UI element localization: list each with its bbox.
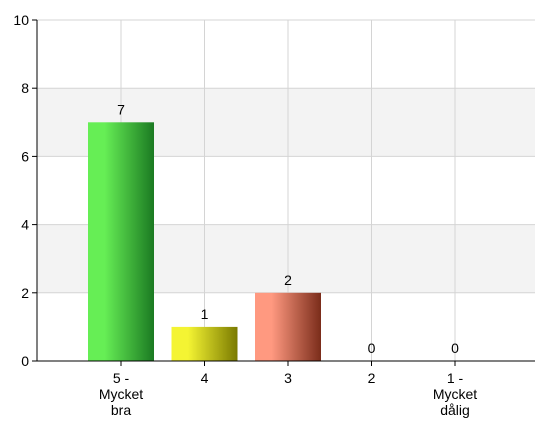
bar xyxy=(255,292,321,361)
y-tick-label: 0 xyxy=(21,353,29,369)
y-tick-label: 8 xyxy=(21,80,29,96)
bars xyxy=(88,122,321,361)
data-label: 2 xyxy=(284,272,292,288)
category-label: 3 xyxy=(284,370,292,386)
data-labels: 7 1 2 0 0 xyxy=(117,101,459,356)
category-label: 5 -Mycket bra xyxy=(99,370,143,418)
category-label: 1 -Mycket dålig xyxy=(433,370,477,418)
axes xyxy=(32,19,535,366)
data-label: 0 xyxy=(451,340,459,356)
bar xyxy=(88,122,154,361)
y-tick-label: 10 xyxy=(13,12,29,28)
data-label: 1 xyxy=(201,306,209,322)
y-tick-labels: 0 2 4 6 8 10 xyxy=(13,12,29,369)
data-label: 7 xyxy=(117,101,125,117)
data-label: 0 xyxy=(368,340,376,356)
x-tick-labels: 5 -Mycket bra 4 3 2 1 -Mycket dålig xyxy=(99,370,477,418)
category-label: 4 xyxy=(201,370,209,386)
y-tick-label: 2 xyxy=(21,285,29,301)
category-label: 2 xyxy=(368,370,376,386)
y-tick-label: 4 xyxy=(21,217,29,233)
y-tick-label: 6 xyxy=(21,148,29,164)
bar xyxy=(171,326,238,361)
